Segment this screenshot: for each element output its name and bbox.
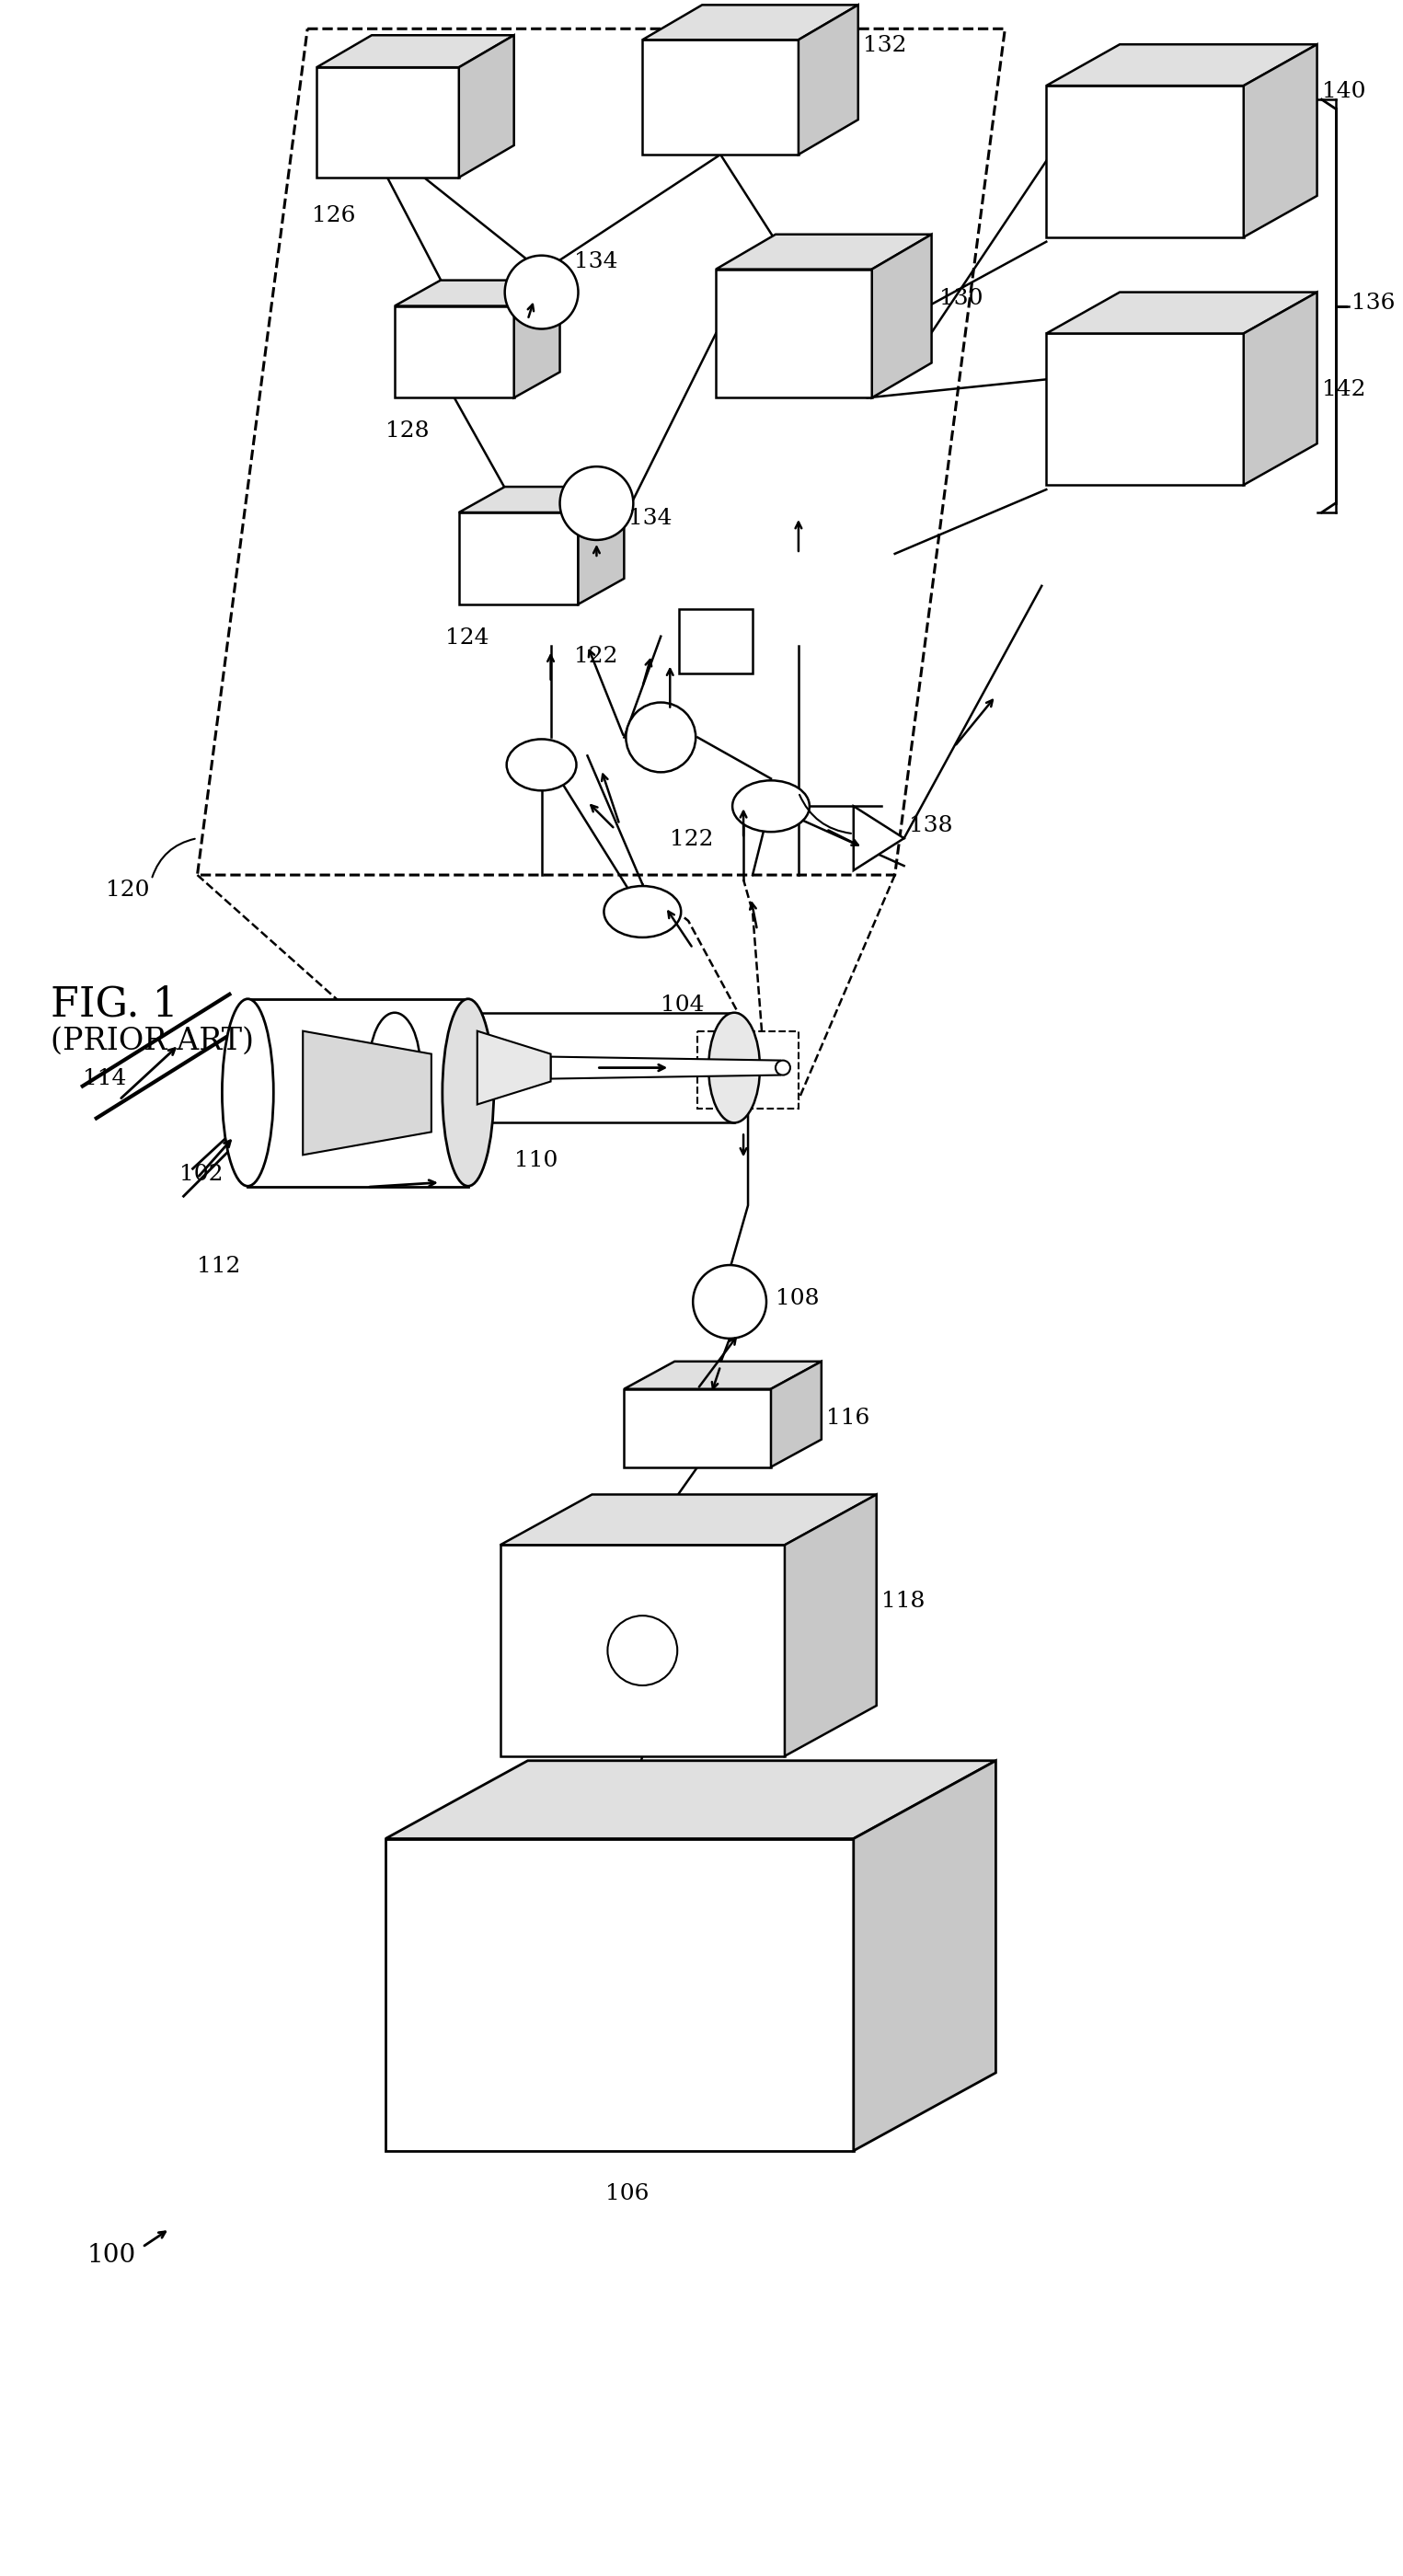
Text: 130: 130 (939, 289, 982, 309)
Polygon shape (317, 36, 513, 67)
Text: 122: 122 (671, 829, 714, 850)
Text: 118: 118 (881, 1592, 925, 1613)
Polygon shape (386, 1759, 996, 1839)
Polygon shape (798, 5, 859, 155)
Text: 124: 124 (445, 626, 488, 649)
Text: 134: 134 (629, 507, 672, 528)
Polygon shape (459, 487, 624, 513)
Circle shape (626, 703, 696, 773)
Text: 138: 138 (909, 817, 953, 837)
Polygon shape (501, 1494, 877, 1546)
Polygon shape (394, 307, 513, 397)
Polygon shape (551, 1056, 780, 1079)
Circle shape (693, 1265, 766, 1340)
Polygon shape (1047, 44, 1317, 85)
Polygon shape (303, 1030, 431, 1154)
Polygon shape (624, 1363, 821, 1388)
Polygon shape (394, 1012, 734, 1123)
Polygon shape (853, 1759, 996, 2151)
Polygon shape (784, 1494, 877, 1757)
Text: 108: 108 (776, 1288, 819, 1309)
Ellipse shape (442, 999, 494, 1185)
Text: 110: 110 (513, 1151, 557, 1172)
Polygon shape (716, 270, 871, 397)
Polygon shape (501, 1546, 784, 1757)
Text: 112: 112 (198, 1257, 241, 1278)
Text: 128: 128 (386, 420, 429, 443)
Text: FIG. 1: FIG. 1 (51, 984, 178, 1025)
Polygon shape (248, 999, 469, 1188)
Polygon shape (679, 608, 752, 672)
Polygon shape (1047, 291, 1317, 332)
Polygon shape (317, 67, 459, 178)
Polygon shape (477, 1030, 551, 1105)
Polygon shape (578, 487, 624, 605)
Ellipse shape (369, 1012, 421, 1123)
Polygon shape (716, 234, 932, 270)
Text: 100: 100 (87, 2244, 136, 2267)
Circle shape (607, 1615, 678, 1685)
Polygon shape (853, 806, 904, 871)
Text: 116: 116 (826, 1406, 870, 1430)
Text: 120: 120 (105, 878, 149, 902)
Polygon shape (1243, 44, 1317, 237)
Text: 140: 140 (1322, 80, 1365, 103)
Ellipse shape (709, 1012, 760, 1123)
Text: (PRIOR ART): (PRIOR ART) (51, 1025, 254, 1056)
Ellipse shape (732, 781, 810, 832)
Text: 106: 106 (606, 2182, 650, 2205)
Polygon shape (459, 513, 578, 605)
Polygon shape (643, 39, 798, 155)
Polygon shape (513, 281, 560, 397)
Text: 134: 134 (574, 250, 617, 273)
Polygon shape (624, 1388, 772, 1466)
Text: 132: 132 (863, 36, 906, 57)
Polygon shape (1047, 85, 1243, 237)
Polygon shape (1243, 291, 1317, 484)
Text: 142: 142 (1322, 379, 1365, 399)
Ellipse shape (222, 999, 274, 1185)
Polygon shape (643, 5, 859, 39)
Circle shape (505, 255, 578, 330)
Text: 122: 122 (574, 647, 617, 667)
Polygon shape (1047, 332, 1243, 484)
Text: 104: 104 (661, 994, 704, 1015)
Polygon shape (459, 36, 513, 178)
Text: 102: 102 (180, 1164, 223, 1185)
Ellipse shape (506, 739, 577, 791)
Polygon shape (772, 1363, 821, 1466)
Text: 136: 136 (1352, 291, 1396, 314)
Ellipse shape (603, 886, 680, 938)
Circle shape (776, 1061, 790, 1074)
Text: 126: 126 (311, 206, 356, 227)
Circle shape (560, 466, 633, 541)
Polygon shape (871, 234, 932, 397)
Text: 114: 114 (83, 1066, 126, 1090)
Polygon shape (394, 281, 560, 307)
Polygon shape (386, 1839, 853, 2151)
